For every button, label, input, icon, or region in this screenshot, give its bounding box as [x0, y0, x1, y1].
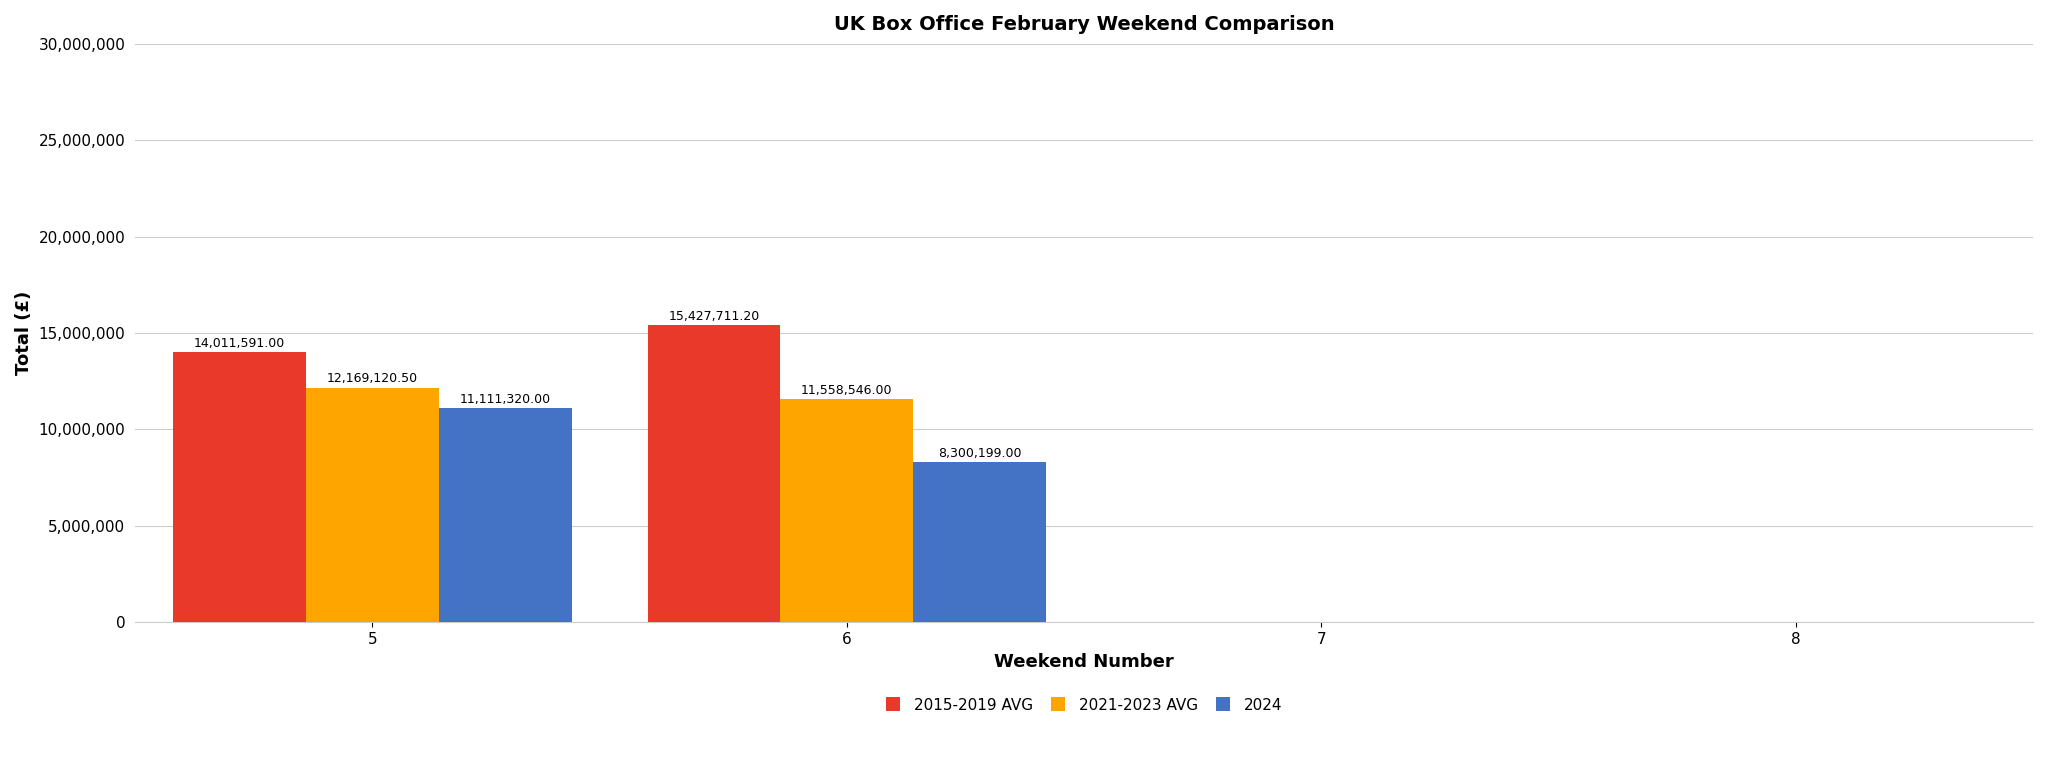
- X-axis label: Weekend Number: Weekend Number: [993, 653, 1174, 670]
- Y-axis label: Total (£): Total (£): [14, 291, 33, 376]
- Bar: [305, 388, 438, 622]
- Text: 14,011,591.00: 14,011,591.00: [195, 337, 285, 350]
- Bar: [438, 408, 571, 622]
- Title: UK Box Office February Weekend Comparison: UK Box Office February Weekend Compariso…: [834, 15, 1335, 34]
- Bar: [647, 325, 780, 622]
- Legend: 2015-2019 AVG, 2021-2023 AVG, 2024: 2015-2019 AVG, 2021-2023 AVG, 2024: [881, 691, 1288, 719]
- Text: 11,558,546.00: 11,558,546.00: [801, 384, 893, 397]
- Text: 8,300,199.00: 8,300,199.00: [938, 447, 1022, 460]
- Text: 15,427,711.20: 15,427,711.20: [668, 310, 760, 323]
- Text: 11,111,320.00: 11,111,320.00: [459, 393, 551, 406]
- Text: 12,169,120.50: 12,169,120.50: [328, 372, 418, 386]
- Bar: [913, 462, 1047, 622]
- Bar: [780, 400, 913, 622]
- Bar: [174, 352, 305, 622]
